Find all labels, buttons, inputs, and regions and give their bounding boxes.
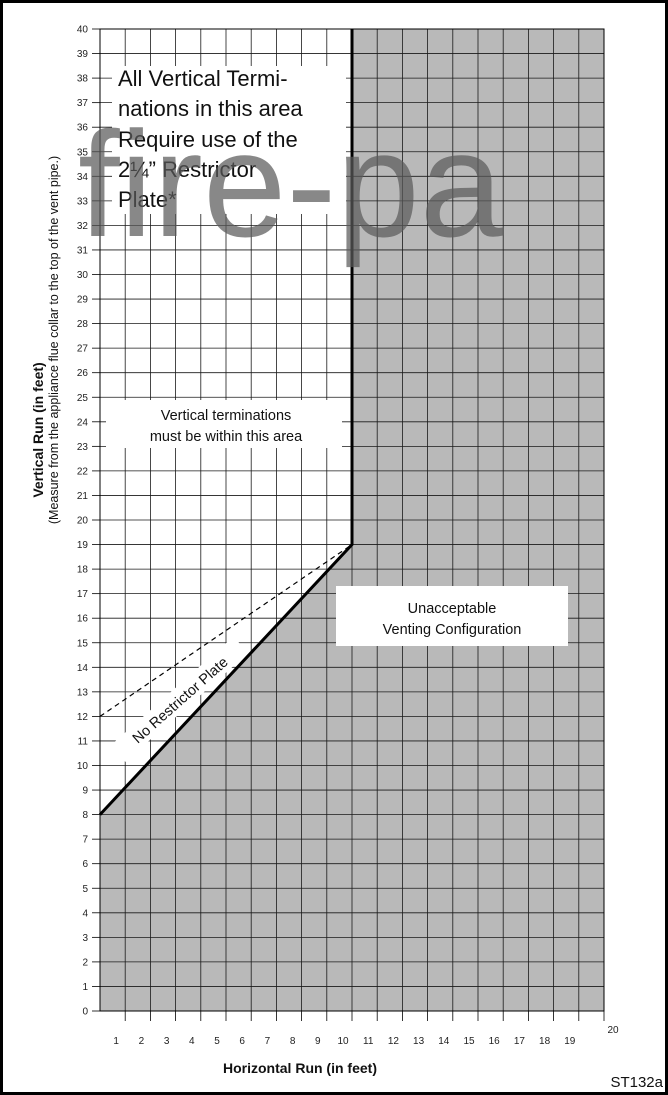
x-tick-label: 7 bbox=[265, 1036, 271, 1047]
x-tick-label: 11 bbox=[363, 1036, 374, 1047]
y-tick-label: 40 bbox=[77, 25, 89, 36]
y-tick-label: 7 bbox=[82, 835, 88, 846]
y-tick-label: 12 bbox=[77, 712, 89, 723]
y-tick-label: 17 bbox=[77, 589, 89, 600]
y-tick-label: 36 bbox=[77, 123, 89, 134]
x-tick-label: 13 bbox=[413, 1036, 425, 1047]
y-tick-label: 39 bbox=[77, 49, 89, 60]
unacceptable-note-box bbox=[336, 586, 568, 646]
y-tick-label: 18 bbox=[77, 565, 89, 576]
x-tick-label: 2 bbox=[139, 1036, 145, 1047]
y-tick-label: 29 bbox=[77, 295, 89, 306]
watermark-text: fire-pa bbox=[78, 100, 504, 268]
line-label-box bbox=[110, 636, 249, 762]
restrictor-note-line-5: Plate* bbox=[118, 187, 177, 212]
y-tick-label: 3 bbox=[82, 933, 88, 944]
x-tick-label: 9 bbox=[315, 1036, 321, 1047]
y-tick-label: 26 bbox=[77, 368, 89, 379]
unacceptable-note-line-1: Unacceptable bbox=[408, 601, 497, 617]
x-tick-label: 14 bbox=[438, 1036, 450, 1047]
series-line-no-restrictor bbox=[98, 29, 354, 816]
x-tick-label: 4 bbox=[189, 1036, 195, 1047]
y-tick-label: 24 bbox=[77, 417, 89, 428]
y-tick-label: 5 bbox=[82, 884, 88, 895]
x-tick-label: 20 bbox=[607, 1025, 619, 1036]
y-tick-label: 4 bbox=[82, 908, 88, 919]
y-axis-ticks: 0123456789101112131415161718192021222324… bbox=[77, 25, 100, 1018]
x-tick-label: 12 bbox=[388, 1036, 400, 1047]
x-tick-label: 10 bbox=[337, 1036, 349, 1047]
y-tick-label: 19 bbox=[77, 540, 89, 551]
x-tick-label: 5 bbox=[214, 1036, 220, 1047]
y-tick-label: 38 bbox=[77, 74, 89, 85]
y-tick-label: 9 bbox=[82, 786, 88, 797]
y-tick-label: 35 bbox=[77, 147, 89, 158]
y-tick-label: 2 bbox=[82, 957, 88, 968]
y-tick-label: 25 bbox=[77, 393, 89, 404]
x-tick-label: 18 bbox=[539, 1036, 551, 1047]
restrictor-note-box bbox=[112, 66, 346, 214]
x-tick-label: 1 bbox=[113, 1036, 119, 1047]
figure-code: ST132a bbox=[610, 1074, 663, 1091]
y-tick-label: 23 bbox=[77, 442, 89, 453]
restrictor-note-line-3: Require use of the bbox=[118, 127, 298, 152]
x-tick-label: 16 bbox=[489, 1036, 501, 1047]
y-tick-label: 8 bbox=[82, 810, 88, 821]
vertical-area-note-line-1: Vertical terminations bbox=[161, 408, 292, 424]
vertical-area-note-box bbox=[106, 400, 342, 448]
y-tick-label: 15 bbox=[77, 638, 89, 649]
x-tick-label: 15 bbox=[463, 1036, 475, 1047]
y-tick-label: 20 bbox=[77, 516, 89, 527]
vertical-area-note-line-2: must be within this area bbox=[150, 429, 303, 445]
restrictor-note-line-1: All Vertical Termi- bbox=[118, 66, 288, 91]
x-tick-label: 17 bbox=[514, 1036, 526, 1047]
y-tick-label: 11 bbox=[78, 736, 89, 747]
y-tick-label: 34 bbox=[77, 172, 89, 183]
unacceptable-note-line-2: Venting Configuration bbox=[383, 622, 522, 638]
y-tick-label: 0 bbox=[82, 1007, 88, 1018]
restrictor-note-line-2: nations in this area bbox=[118, 96, 303, 121]
restrictor-note-line-4: 2¼” Restrictor bbox=[118, 157, 256, 182]
y-tick-label: 27 bbox=[77, 344, 89, 355]
x-tick-label: 19 bbox=[564, 1036, 576, 1047]
y-tick-label: 30 bbox=[77, 270, 89, 281]
x-tick-label: 3 bbox=[164, 1036, 170, 1047]
y-tick-label: 6 bbox=[82, 859, 88, 870]
y-tick-label: 14 bbox=[77, 663, 89, 674]
y-tick-label: 37 bbox=[77, 98, 89, 109]
y-tick-label: 28 bbox=[77, 319, 89, 330]
y-tick-label: 1 bbox=[82, 982, 88, 993]
series-line-dashed bbox=[99, 544, 353, 717]
x-tick-label: 6 bbox=[239, 1036, 245, 1047]
y-tick-label: 16 bbox=[77, 614, 89, 625]
y-axis-title: Vertical Run (in feet) bbox=[30, 362, 46, 497]
y-tick-label: 32 bbox=[77, 221, 89, 232]
y-tick-label: 33 bbox=[77, 196, 89, 207]
y-tick-label: 21 bbox=[77, 491, 89, 502]
y-tick-label: 31 bbox=[77, 245, 89, 256]
y-tick-label: 13 bbox=[77, 687, 89, 698]
y-tick-label: 22 bbox=[77, 466, 89, 477]
x-tick-label: 8 bbox=[290, 1036, 296, 1047]
x-axis-title: Horizontal Run (in feet) bbox=[223, 1060, 377, 1076]
y-axis-subtitle: (Measure from the appliance flue collar … bbox=[47, 156, 61, 524]
y-tick-label: 10 bbox=[77, 761, 89, 772]
